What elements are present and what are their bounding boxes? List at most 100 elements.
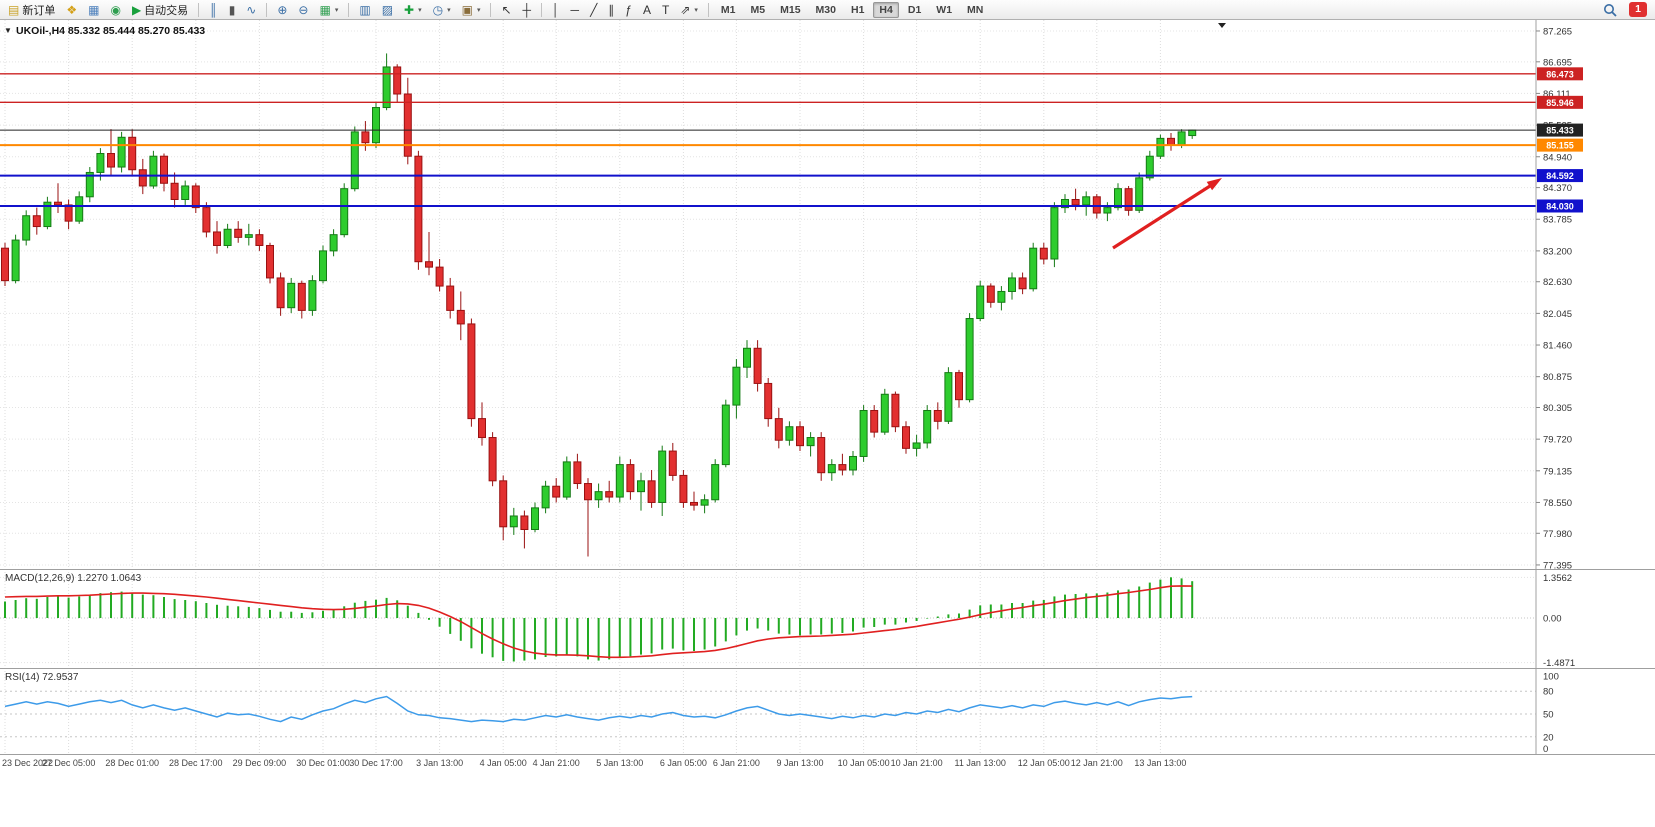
- chart-background: [0, 20, 1655, 822]
- svg-text:79.135: 79.135: [1543, 466, 1572, 477]
- svg-text:83.200: 83.200: [1543, 246, 1572, 257]
- dropdown-caret-icon: ▾: [418, 6, 422, 14]
- cursor-icon[interactable]: ↖: [496, 2, 516, 18]
- periods-icon: ◷: [432, 2, 444, 17]
- svg-text:MACD(12,26,9) 1.2270 1.0643: MACD(12,26,9) 1.2270 1.0643: [5, 573, 142, 584]
- periods-icon[interactable]: ◷ ▾: [428, 2, 456, 18]
- chart-title: ▼ UKOil-,H4 85.332 85.444 85.270 85.433: [4, 25, 205, 37]
- dropdown-caret-icon: ▾: [447, 6, 451, 14]
- price-badges: 86.473 85.946 85.155 84.592 84.030 85.433: [1537, 67, 1583, 213]
- toolbar-separator: [348, 2, 350, 17]
- time-axis-label: 29 Dec 09:00: [233, 758, 287, 768]
- toolbar-separator: [266, 2, 268, 17]
- line-chart-mode-icon: ∿: [246, 2, 257, 17]
- new-order-button[interactable]: ▤ 新订单: [3, 0, 60, 20]
- channel-icon[interactable]: ∥: [603, 2, 619, 18]
- svg-text:UKOil-,H4 85.332 85.444 85.270: UKOil-,H4 85.332 85.444 85.270 85.433: [16, 25, 205, 37]
- zoom-in-icon[interactable]: ⊕: [272, 2, 292, 18]
- chart-selector-icon[interactable]: ▼: [4, 26, 12, 35]
- svg-text:86.695: 86.695: [1543, 57, 1572, 68]
- autotrading-icon: ▶: [131, 2, 142, 17]
- svg-text:83.785: 83.785: [1543, 215, 1572, 226]
- time-axis-label: 6 Jan 05:00: [660, 758, 707, 768]
- timeframe-button-W1[interactable]: W1: [936, 3, 953, 16]
- chart-canvas[interactable]: 87.26586.69586.11185.52584.94084.37083.7…: [0, 20, 1655, 822]
- level-lines[interactable]: [0, 73, 1536, 207]
- svg-text:0: 0: [1543, 744, 1548, 755]
- svg-text:-1.4871: -1.4871: [1543, 658, 1575, 669]
- svg-text:0.00: 0.00: [1543, 614, 1562, 625]
- timeframe-button-H1[interactable]: H1: [850, 3, 865, 16]
- candles: [1, 53, 1197, 557]
- indicator-window-icon[interactable]: ▥: [354, 2, 375, 18]
- grid-lines: [0, 20, 1536, 754]
- timeframe-button-M15[interactable]: M15: [780, 3, 801, 16]
- timeframe-button-M5[interactable]: M5: [750, 3, 766, 16]
- chart-profile-icon: ❖: [66, 2, 78, 17]
- market-watch-icon: ▦: [88, 2, 100, 17]
- horizontal-line-icon[interactable]: ─: [566, 2, 585, 18]
- search-icon[interactable]: [1598, 1, 1622, 19]
- time-axis-label: 28 Dec 01:00: [105, 758, 159, 768]
- dropdown-caret-icon: ▾: [694, 6, 698, 14]
- arrows-icon: ⇗: [680, 2, 691, 17]
- trendline-icon: ╱: [590, 2, 598, 17]
- indicator-list-icon[interactable]: ▨: [377, 2, 398, 18]
- line-chart-mode-icon[interactable]: ∿: [241, 2, 261, 18]
- chart-profile-icon[interactable]: ❖: [61, 2, 82, 18]
- bar-chart-mode-icon[interactable]: ║: [204, 2, 223, 18]
- svg-text:84.940: 84.940: [1543, 152, 1572, 163]
- grid-icon[interactable]: ▦ ▾: [314, 2, 343, 18]
- svg-text:1.3562: 1.3562: [1543, 573, 1572, 584]
- vertical-line-icon[interactable]: │: [547, 2, 565, 18]
- timeframe-button-MN[interactable]: MN: [967, 3, 984, 16]
- horizontal-line-icon: ─: [570, 2, 580, 17]
- templates-icon[interactable]: ▣ ▾: [457, 2, 486, 18]
- macd-panel: [0, 576, 1536, 664]
- text-label-icon[interactable]: T: [657, 2, 674, 18]
- dropdown-caret-icon: ▾: [476, 6, 481, 14]
- time-axis-label: 13 Jan 13:00: [1134, 758, 1186, 768]
- indicator-window-icon: ▥: [359, 2, 371, 17]
- new-order-icon: ▤: [8, 2, 20, 17]
- toolbar-separator: [490, 2, 492, 17]
- svg-text:RSI(14) 72.9537: RSI(14) 72.9537: [5, 672, 79, 683]
- text-icon[interactable]: A: [638, 2, 656, 18]
- scroll-marker-icon[interactable]: [1218, 23, 1226, 28]
- trendline-icon[interactable]: ╱: [585, 2, 602, 18]
- timeframe-button-D1[interactable]: D1: [907, 3, 922, 16]
- svg-text:85.946: 85.946: [1546, 98, 1574, 108]
- time-axis-label: 5 Jan 13:00: [596, 758, 643, 768]
- svg-text:86.111: 86.111: [1543, 89, 1571, 100]
- chart-window[interactable]: 87.26586.69586.11185.52584.94084.37083.7…: [0, 20, 1655, 827]
- timeframe-button-M1[interactable]: M1: [720, 3, 736, 16]
- time-axis-label: 3 Jan 13:00: [416, 758, 463, 768]
- time-axis-label: 4 Jan 21:00: [533, 758, 580, 768]
- svg-text:84.592: 84.592: [1546, 171, 1574, 181]
- market-watch-icon[interactable]: ▦: [83, 2, 104, 18]
- arrows-icon[interactable]: ⇗ ▾: [675, 2, 703, 18]
- timeframe-button-H4[interactable]: H4: [873, 1, 899, 18]
- fibonacci-icon[interactable]: ƒ: [620, 2, 637, 18]
- time-axis-label: 30 Dec 01:00: [296, 758, 350, 768]
- notification-badge[interactable]: 1: [1629, 2, 1647, 17]
- toolbar-separator: [198, 2, 200, 17]
- time-axis-label: 11 Jan 13:00: [955, 758, 1006, 768]
- svg-text:100: 100: [1543, 672, 1559, 683]
- svg-text:77.395: 77.395: [1543, 560, 1572, 571]
- fibonacci-icon: ƒ: [625, 2, 632, 17]
- time-axis-label: 10 Jan 21:00: [891, 758, 943, 768]
- autotrading-button[interactable]: ▶ 自动交易: [127, 0, 193, 20]
- navigator-icon[interactable]: ◉: [105, 2, 125, 18]
- candlestick-mode-icon[interactable]: ▮: [224, 2, 241, 18]
- navigator-icon: ◉: [110, 2, 121, 17]
- timeframe-button-M30[interactable]: M30: [815, 3, 836, 16]
- toolbar: ▤ 新订单 ❖ ▦ ◉ ▶ 自动交易 ║ ▮ ∿ ⊕ ⊖ ▦ ▾ ▥ ▨ ✚ ▾ ◷ ▾ ▣ ▾ ↖ ┼ │ ─ ╱ ∥ ƒ A T ⇗ ▾ M1…: [0, 0, 1655, 20]
- new-order-button-label: 新订单: [22, 4, 56, 17]
- crosshair-icon[interactable]: ┼: [518, 2, 537, 18]
- bar-chart-mode-icon: ║: [209, 2, 218, 17]
- trend-arrow-annotation[interactable]: [1112, 178, 1222, 250]
- zoom-out-icon[interactable]: ⊖: [293, 2, 313, 18]
- add-indicator-icon[interactable]: ✚ ▾: [399, 2, 427, 18]
